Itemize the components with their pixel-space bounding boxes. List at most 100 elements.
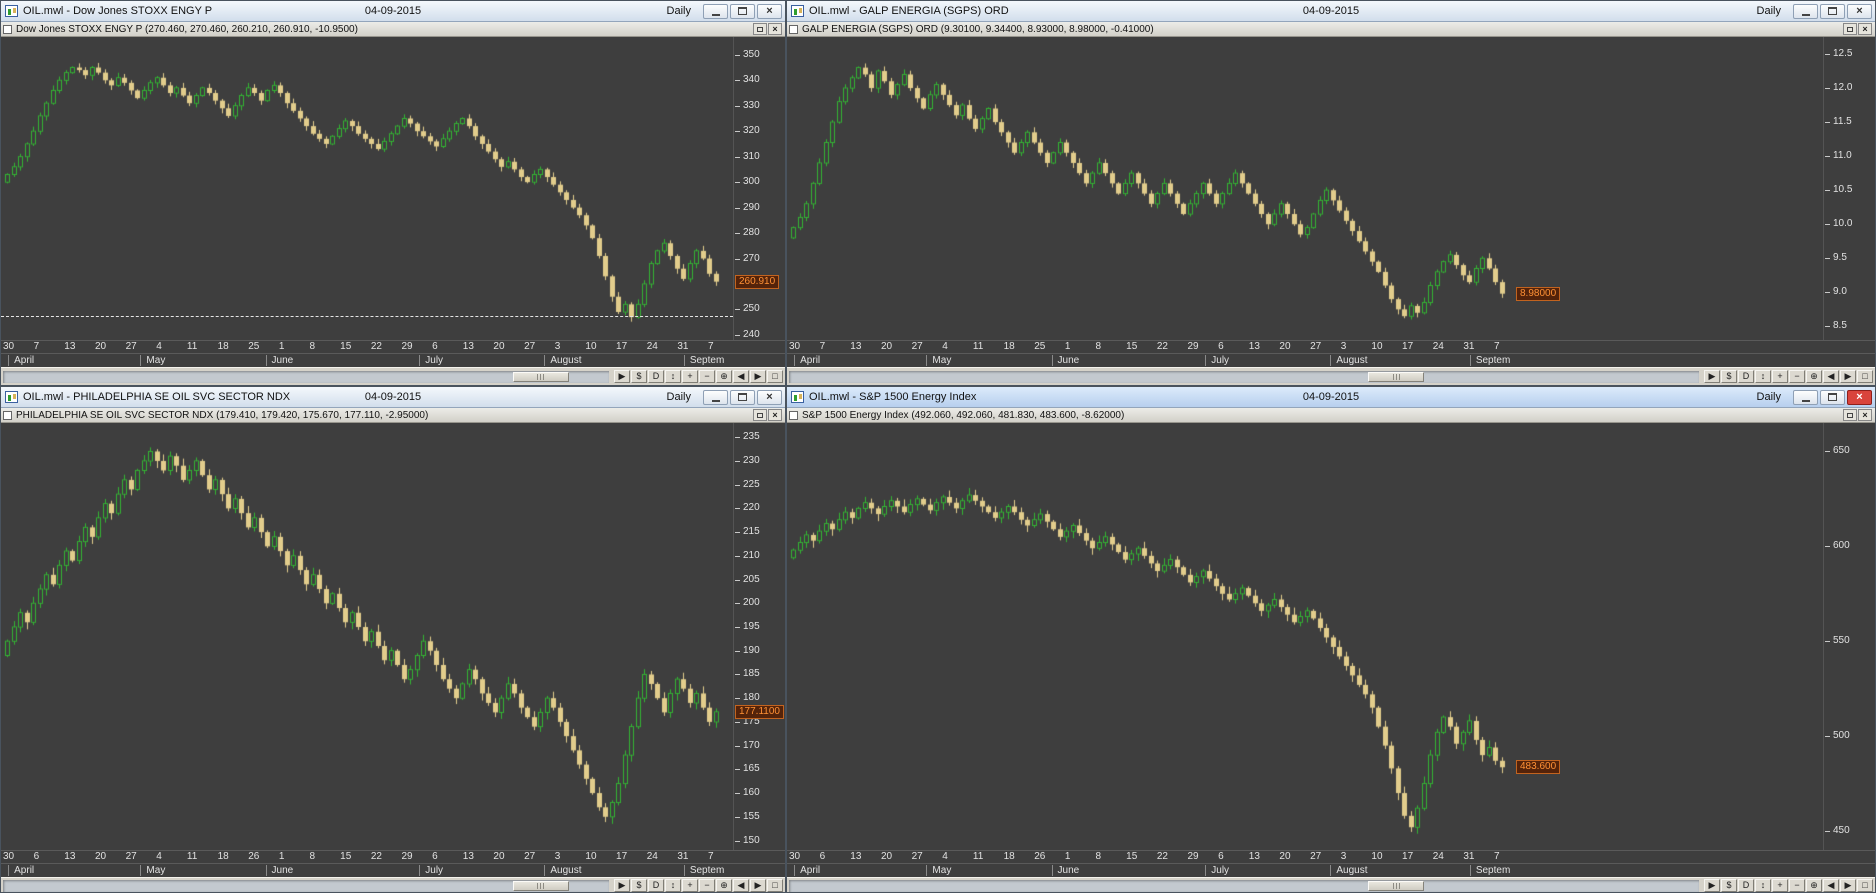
crosshair-button[interactable]: + [1772, 370, 1788, 383]
horizontal-scrollbar[interactable] [789, 879, 1699, 892]
horizontal-scrollbar[interactable] [3, 370, 609, 383]
horizontal-scrollbar[interactable] [789, 370, 1699, 383]
zoom-in-button[interactable]: ⊕ [716, 370, 732, 383]
price-plot[interactable] [787, 423, 1823, 850]
chart-close-button[interactable]: × [1858, 409, 1872, 421]
price-axis[interactable]: 235 230 225 220 215 210 205 200 195 190 185 180 175 1… [733, 423, 785, 850]
close-button[interactable]: × [757, 3, 782, 19]
close-button[interactable]: × [757, 389, 782, 405]
minimize-button[interactable] [1793, 3, 1818, 19]
scroll-play-button[interactable]: ▶ [1704, 370, 1720, 383]
window-titlebar[interactable]: OIL.mwl - GALP ENERGIA (SGPS) ORD 04-09-… [787, 1, 1875, 22]
minimize-button[interactable] [1793, 389, 1818, 405]
date-axis-months[interactable]: April May June July August Septem [787, 353, 1875, 367]
periodicity-daily-button[interactable]: D [1738, 879, 1754, 892]
scrollbar-thumb[interactable] [1368, 371, 1425, 382]
scroll-right-button[interactable]: ▶ [750, 879, 766, 892]
price-plot[interactable] [787, 37, 1823, 340]
date-axis-days[interactable]: 30 6 13 20 27 4 11 18 26 1 8 15 22 29 6 13 20 27 3 10 17 24 31… [1, 850, 785, 863]
scroll-right-button[interactable]: ▶ [1840, 879, 1856, 892]
vertical-scale-button[interactable]: ↕ [1755, 879, 1771, 892]
candlestick-canvas[interactable] [1, 423, 733, 850]
chart-close-button[interactable]: × [768, 23, 782, 35]
chart-window-galp-energia-sgps-ord[interactable]: OIL.mwl - GALP ENERGIA (SGPS) ORD 04-09-… [786, 0, 1876, 386]
chart-restore-button[interactable] [1843, 409, 1857, 421]
scroll-right-button[interactable]: ▶ [1840, 370, 1856, 383]
candlestick-canvas[interactable] [1, 37, 733, 340]
close-button[interactable]: × [1847, 389, 1872, 405]
price-axis[interactable]: 350340330320310300290280270260250240 [733, 37, 785, 340]
chart-window-philadelphia-se-oil-svc-sector-ndx[interactable]: OIL.mwl - PHILADELPHIA SE OIL SVC SECTOR… [0, 386, 786, 893]
scroll-left-button[interactable]: ◀ [733, 370, 749, 383]
vertical-scale-button[interactable]: ↕ [665, 879, 681, 892]
scroll-left-button[interactable]: ◀ [1823, 879, 1839, 892]
price-plot[interactable] [1, 37, 733, 340]
price-axis[interactable]: 650 600 550 500 450 [1823, 423, 1875, 850]
periodicity-daily-button[interactable]: D [1738, 370, 1754, 383]
scroll-left-button[interactable]: ◀ [733, 879, 749, 892]
scroll-play-button[interactable]: ▶ [614, 370, 630, 383]
price-plot[interactable] [1, 423, 733, 850]
date-axis-months[interactable]: April May June July August Septem [1, 353, 785, 367]
vertical-scale-button[interactable]: ↕ [665, 370, 681, 383]
periodicity-daily-button[interactable]: D [648, 879, 664, 892]
price-scale-button[interactable]: $ [1721, 879, 1737, 892]
scroll-right-button[interactable]: ▶ [750, 370, 766, 383]
scroll-left-button[interactable]: ◀ [1823, 370, 1839, 383]
price-scale-button[interactable]: $ [631, 879, 647, 892]
candlestick-canvas[interactable] [787, 423, 1823, 850]
date-axis-days[interactable]: 30 6 13 20 27 4 11 18 26 1 8 15 22 29 6 13 20 27 3 10 17 24 31… [787, 850, 1875, 863]
chart-titlebar[interactable]: S&P 1500 Energy Index (492.060, 492.060,… [787, 408, 1875, 423]
price-scale-button[interactable]: $ [1721, 370, 1737, 383]
chart-close-button[interactable]: × [1858, 23, 1872, 35]
date-axis-months[interactable]: April May June July August Septem [1, 863, 785, 877]
zoom-in-button[interactable]: ⊕ [1806, 370, 1822, 383]
minimize-button[interactable] [703, 389, 728, 405]
chart-close-button[interactable]: × [768, 409, 782, 421]
zoom-out-button[interactable]: − [699, 879, 715, 892]
scrollbar-thumb[interactable] [1368, 880, 1425, 891]
vertical-scale-button[interactable]: ↕ [1755, 370, 1771, 383]
minimize-button[interactable] [703, 3, 728, 19]
chart-titlebar[interactable]: GALP ENERGIA (SGPS) ORD (9.30100, 9.3440… [787, 22, 1875, 37]
chart-restore-button[interactable] [753, 23, 767, 35]
maximize-button[interactable] [730, 389, 755, 405]
chart-restore-button[interactable] [753, 409, 767, 421]
price-scale-button[interactable]: $ [631, 370, 647, 383]
crosshair-button[interactable]: + [682, 370, 698, 383]
periodicity-daily-button[interactable]: D [648, 370, 664, 383]
maximize-button[interactable] [730, 3, 755, 19]
full-view-button[interactable]: □ [1857, 370, 1873, 383]
chart-titlebar[interactable]: PHILADELPHIA SE OIL SVC SECTOR NDX (179.… [1, 408, 785, 423]
window-titlebar[interactable]: OIL.mwl - Dow Jones STOXX ENGY P 04-09-2… [1, 1, 785, 22]
chart-titlebar[interactable]: Dow Jones STOXX ENGY P (270.460, 270.460… [1, 22, 785, 37]
scrollbar-thumb[interactable] [512, 880, 569, 891]
zoom-out-button[interactable]: − [1789, 370, 1805, 383]
date-axis-days[interactable]: 30 7 13 20 27 4 11 18 25 1 8 15 22 29 6 13 20 27 3 10 17 24 31… [1, 340, 785, 353]
chart-window-sp-1500-energy-index[interactable]: OIL.mwl - S&P 1500 Energy Index 04-09-20… [786, 386, 1876, 893]
close-button[interactable]: × [1847, 3, 1872, 19]
horizontal-scrollbar[interactable] [3, 879, 609, 892]
full-view-button[interactable]: □ [767, 879, 783, 892]
scroll-play-button[interactable]: ▶ [1704, 879, 1720, 892]
window-titlebar[interactable]: OIL.mwl - S&P 1500 Energy Index 04-09-20… [787, 387, 1875, 408]
scroll-play-button[interactable]: ▶ [614, 879, 630, 892]
scrollbar-thumb[interactable] [512, 371, 569, 382]
candlestick-canvas[interactable] [787, 37, 1823, 340]
crosshair-button[interactable]: + [1772, 879, 1788, 892]
zoom-in-button[interactable]: ⊕ [1806, 879, 1822, 892]
zoom-out-button[interactable]: − [699, 370, 715, 383]
zoom-in-button[interactable]: ⊕ [716, 879, 732, 892]
window-titlebar[interactable]: OIL.mwl - PHILADELPHIA SE OIL SVC SECTOR… [1, 387, 785, 408]
date-axis-months[interactable]: April May June July August Septem [787, 863, 1875, 877]
full-view-button[interactable]: □ [767, 370, 783, 383]
crosshair-button[interactable]: + [682, 879, 698, 892]
price-axis[interactable]: 12.5 12.0 11.5 11.0 10.5 10.0 9.5 9.0 8.5 [1823, 37, 1875, 340]
chart-window-dow-jones-stoxx-engy-p[interactable]: OIL.mwl - Dow Jones STOXX ENGY P 04-09-2… [0, 0, 786, 386]
maximize-button[interactable] [1820, 3, 1845, 19]
zoom-out-button[interactable]: − [1789, 879, 1805, 892]
date-axis-days[interactable]: 30 7 13 20 27 4 11 18 25 1 8 15 22 29 6 13 20 27 3 10 17 24 31… [787, 340, 1875, 353]
chart-restore-button[interactable] [1843, 23, 1857, 35]
maximize-button[interactable] [1820, 389, 1845, 405]
full-view-button[interactable]: □ [1857, 879, 1873, 892]
